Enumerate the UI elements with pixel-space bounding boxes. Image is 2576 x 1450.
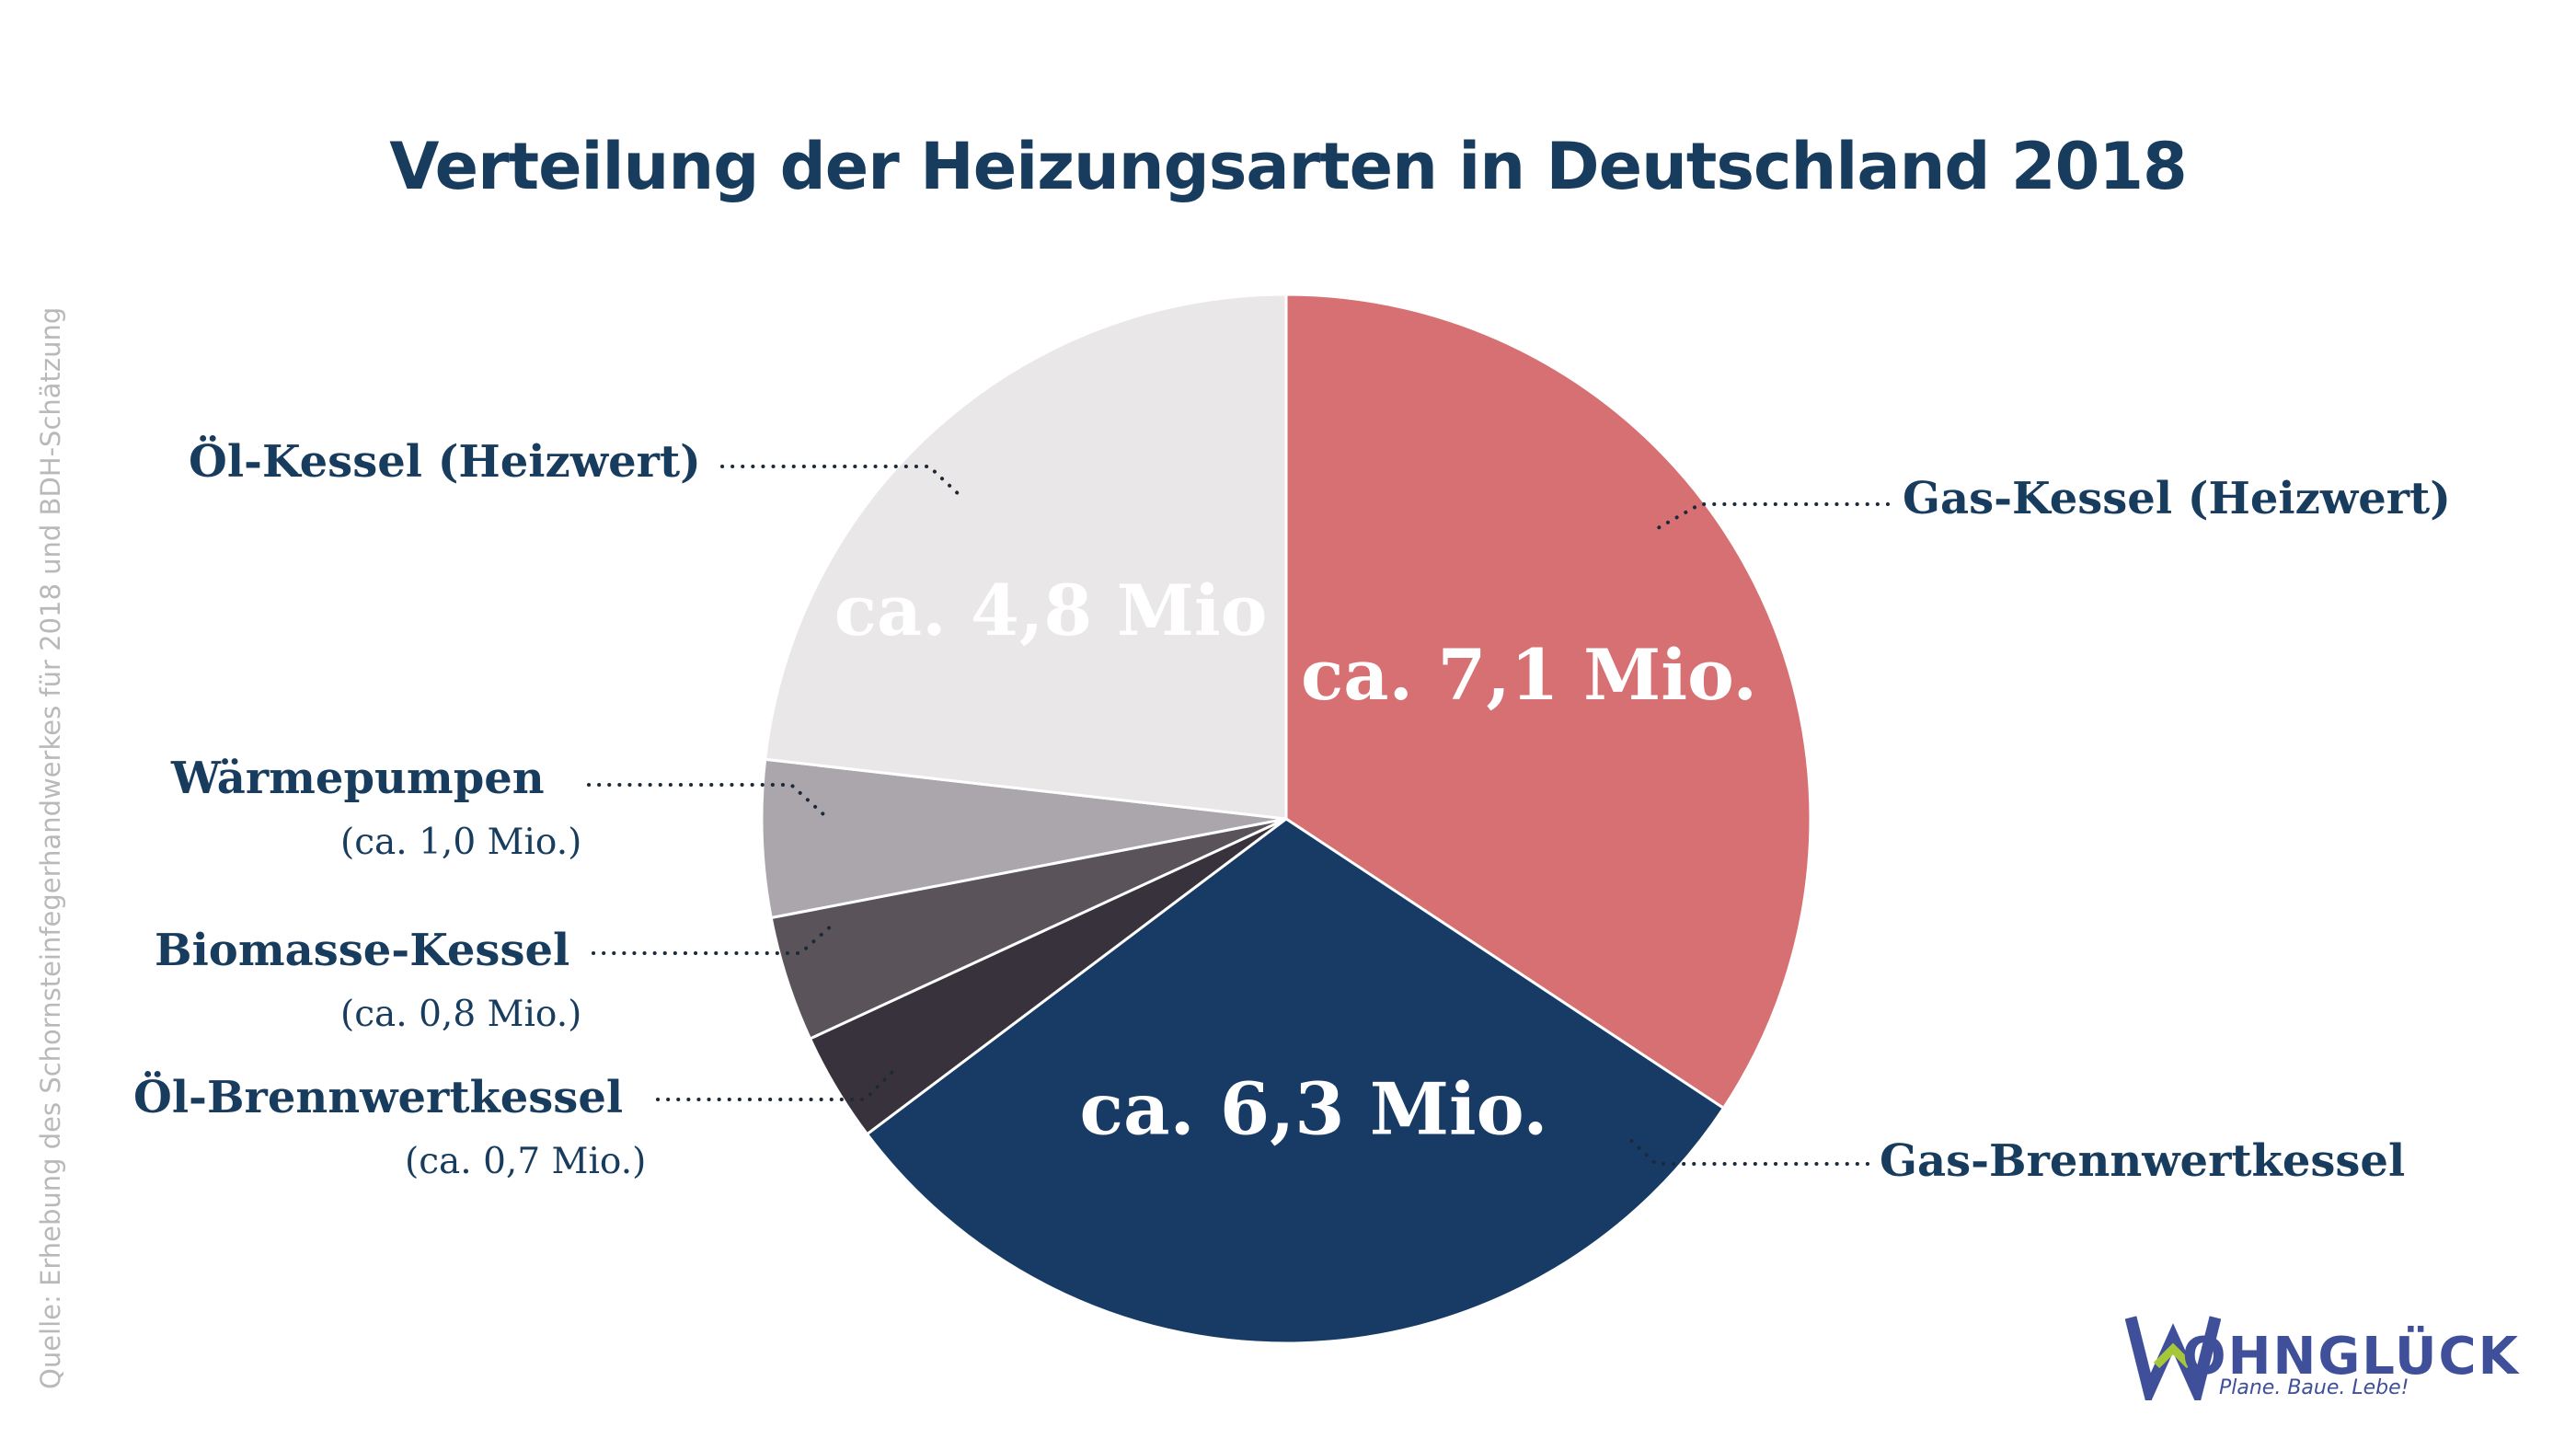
pie-slice-oel-kessel — [764, 293, 1288, 821]
legend-label-oel-brennwert: Öl-Brennwertkessel — [133, 1072, 624, 1123]
value-label-oel-brennwert: (ca. 0,7 Mio.) — [405, 1141, 647, 1182]
pie-slice-waermepumpen — [760, 757, 1287, 920]
leader-line-oel-kessel — [720, 465, 963, 499]
value-label-gas-brennwert: ca. 6,3 Mio. — [1080, 1068, 1548, 1152]
legend-label-biomasse: Biomasse-Kessel — [155, 925, 570, 976]
chart-title: Verteilung der Heizungsarten in Deutschl… — [389, 129, 2187, 204]
value-label-waermepumpen: (ca. 1,0 Mio.) — [340, 822, 582, 863]
legend-label-waermepumpen: Wärmepumpen — [171, 753, 545, 804]
value-label-oel-kessel: ca. 4,8 Mio — [834, 570, 1268, 651]
legend-label-gas-kessel: Gas-Kessel (Heizwert) — [1903, 473, 2451, 524]
value-label-gas-kessel: ca. 7,1 Mio. — [1301, 634, 1757, 716]
leader-line-biomasse — [592, 923, 834, 955]
logo-wordmark: OHNGLÜCK — [2182, 1327, 2520, 1387]
logo-tagline: Plane. Baue. Lebe! — [2219, 1376, 2409, 1399]
leader-line-gas-kessel — [1650, 502, 1890, 534]
value-label-biomasse: (ca. 0,8 Mio.) — [340, 994, 582, 1035]
leader-line-gas-brennwert — [1625, 1134, 1869, 1166]
pie-slice-gas-brennwert — [865, 817, 1726, 1345]
legend-label-oel-kessel: Öl-Kessel (Heizwert) — [189, 436, 701, 488]
leader-line-waermepumpen — [587, 783, 825, 816]
legend-label-gas-brennwert: Gas-Brennwertkessel — [1880, 1135, 2406, 1187]
logo-w-icon — [2125, 1316, 2221, 1400]
